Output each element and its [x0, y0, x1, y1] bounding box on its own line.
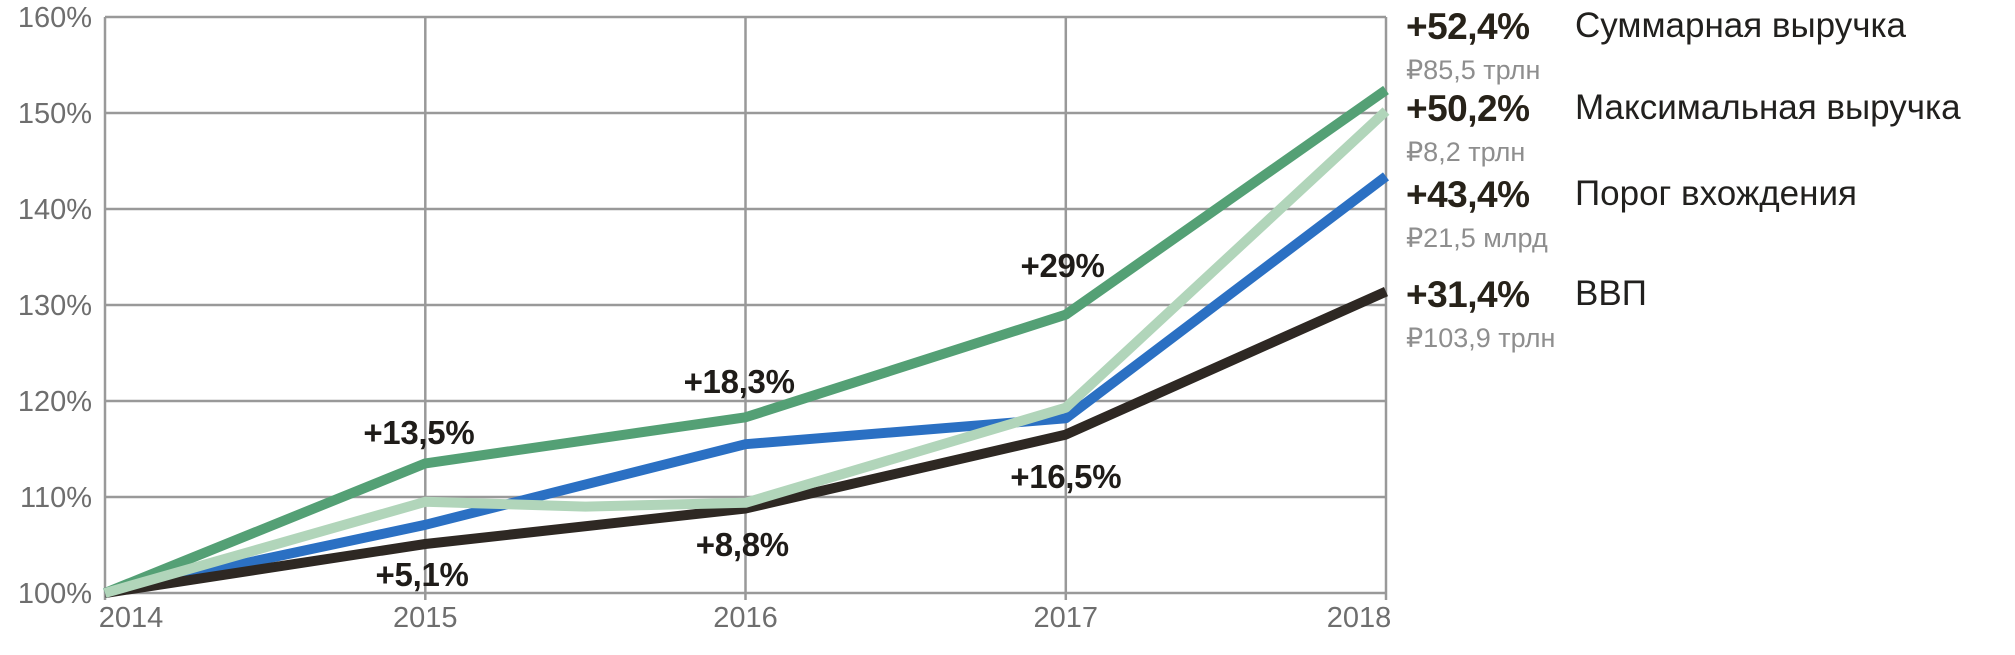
legend-percent: +43,4%: [1406, 174, 1530, 215]
y-tick-label: 110%: [19, 482, 92, 514]
x-tick-label: 2018: [1326, 602, 1392, 634]
x-tick-label: 2015: [392, 602, 458, 634]
data-label: +13,5%: [363, 413, 475, 451]
legend-percent: +52,4%: [1406, 6, 1530, 47]
legend-value: ₽103,9 трлн: [1406, 323, 1556, 353]
legend-value: ₽85,5 трлн: [1406, 55, 1541, 85]
legend: +52,4% Суммарная выручка ₽85,5 трлн +50,2…: [1406, 0, 2015, 655]
data-label: +29%: [1020, 246, 1105, 284]
legend-value: ₽21,5 млрд: [1406, 223, 1548, 253]
data-label: +16,5%: [1010, 457, 1122, 495]
x-tick-label: 2016: [713, 602, 778, 634]
legend-item-gdp: +31,4% ВВП ₽103,9 трлн: [1406, 274, 2015, 354]
data-label: +18,3%: [683, 362, 795, 400]
y-tick-label: 120%: [17, 386, 92, 418]
data-label: +8,8%: [695, 526, 789, 563]
y-tick-label: 140%: [17, 194, 92, 226]
legend-label: ВВП: [1575, 274, 1647, 313]
legend-percent: +31,4%: [1406, 274, 1530, 315]
y-tick-label: 130%: [17, 290, 92, 322]
legend-item-entry-threshold: +43,4% Порог вхождения ₽21,5 млрд: [1406, 174, 2015, 254]
y-tick-label: 100%: [17, 578, 92, 610]
legend-label: Суммарная выручка: [1575, 6, 1907, 45]
series-line-total-revenue: [103, 85, 1389, 598]
legend-percent: +50,2%: [1406, 88, 1530, 129]
legend-value: ₽8,2 трлн: [1406, 137, 1526, 167]
legend-label: Максимальная выручка: [1575, 88, 1961, 127]
legend-label: Порог вхождения: [1575, 174, 1857, 213]
series-line-entry-threshold: [103, 172, 1390, 598]
legend-item-max-revenue: +50,2% Максимальная выручка ₽8,2 трлн: [1406, 88, 2015, 168]
y-tick-label: 160%: [17, 2, 92, 34]
x-tick-label: 2017: [1033, 602, 1098, 634]
series-line-gdp: [104, 287, 1389, 598]
series-line-max-revenue: [103, 107, 1390, 598]
x-tick-label: 2014: [98, 602, 164, 634]
data-label: +5,1%: [375, 555, 469, 593]
y-tick-label: 150%: [17, 98, 92, 130]
legend-item-total-revenue: +52,4% Суммарная выручка ₽85,5 трлн: [1406, 6, 2015, 86]
